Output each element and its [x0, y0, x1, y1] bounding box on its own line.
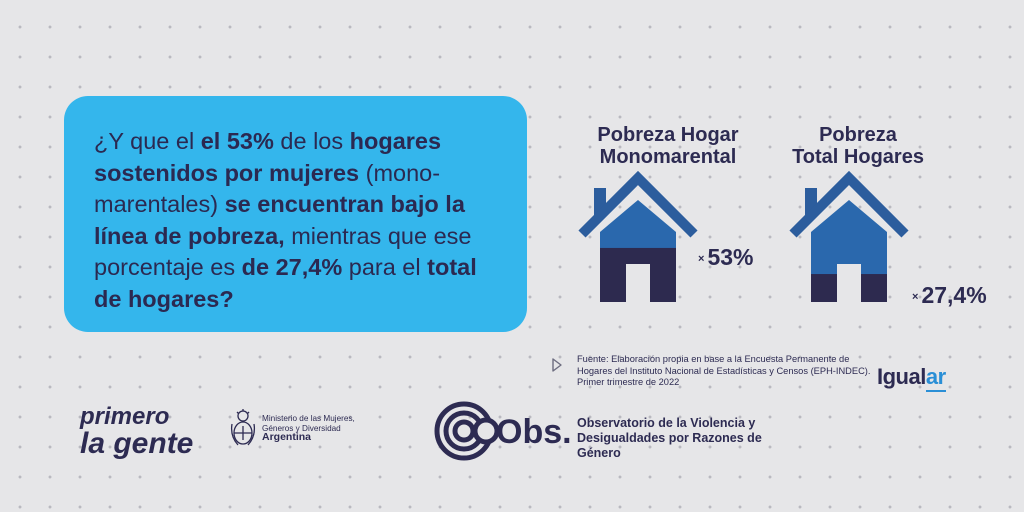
question-segment: total de hogares?: [94, 254, 477, 312]
house-title-line2: Total Hogares: [792, 146, 924, 168]
observatorio-logo-icon: Obs.: [434, 401, 572, 461]
observatorio-logo-text: Obs.: [496, 413, 572, 451]
house-icon-total: [789, 170, 909, 302]
igualar-igual: Igual: [877, 364, 926, 389]
percentage-marker: ×: [698, 252, 705, 265]
question-bubble: ¿Y que el el 53% de los hogares sostenid…: [64, 96, 527, 332]
question-segment: (mono-marentales): [94, 159, 441, 218]
percentage-value: 53%: [707, 244, 754, 270]
house-title-line2: Monomarental: [599, 146, 737, 168]
house-icon-monomarental: [578, 170, 698, 302]
house-door: [837, 264, 861, 302]
house-title-line1: Pobreza: [819, 124, 897, 146]
question-segment: mientras que ese porcentaje es: [94, 222, 472, 281]
percentage-marker: ×: [912, 290, 919, 303]
question-segment: de los: [273, 128, 350, 154]
source-note: Fuente: Elaboración propia en base a la …: [577, 354, 871, 387]
ministerio-pais: Argentina: [262, 431, 312, 443]
ministerio-line2: Géneros y Diversidad: [262, 423, 341, 433]
house-title-line1: Pobreza Hogar: [597, 124, 739, 146]
question-segment: hogares sostenidos por mujeres: [94, 128, 442, 186]
house-door: [626, 264, 650, 302]
primero-line1: primero: [80, 403, 170, 430]
igualar-ar: ar: [925, 364, 946, 392]
ministerio-logo: Ministerio de las Mujeres, Géneros y Div…: [262, 414, 355, 443]
escudo-argentina-icon: [230, 409, 256, 446]
question-segment: para el: [342, 254, 428, 280]
question-text: ¿Y que el el 53% de los hogares sostenid…: [94, 126, 503, 315]
house-roof: [789, 170, 909, 238]
question-segment: se encuentran bajo la línea de pobreza,: [94, 191, 465, 249]
question-segment: el 53%: [200, 128, 274, 154]
percentage-value: 27,4%: [921, 282, 987, 308]
house-title-total: Pobreza Total Hogares: [778, 124, 938, 168]
percentage-monomarental: × 53%: [698, 244, 753, 271]
play-icon: [552, 358, 562, 372]
question-segment: ¿Y que el: [94, 128, 201, 154]
observatorio-name: Observatorio de la Violencia y Desiguald…: [577, 416, 762, 460]
percentage-total: × 27,4%: [912, 282, 987, 309]
igualar-logo: Igualar: [877, 364, 946, 392]
question-segment: de 27,4%: [241, 254, 343, 280]
primero-la-gente-logo: primero la gente: [80, 405, 193, 459]
house-roof: [578, 170, 698, 238]
ministerio-line1: Ministerio de las Mujeres,: [262, 414, 355, 423]
house-title-monomarental: Pobreza Hogar Monomarental: [578, 124, 758, 168]
primero-line2: la gente: [80, 427, 194, 460]
